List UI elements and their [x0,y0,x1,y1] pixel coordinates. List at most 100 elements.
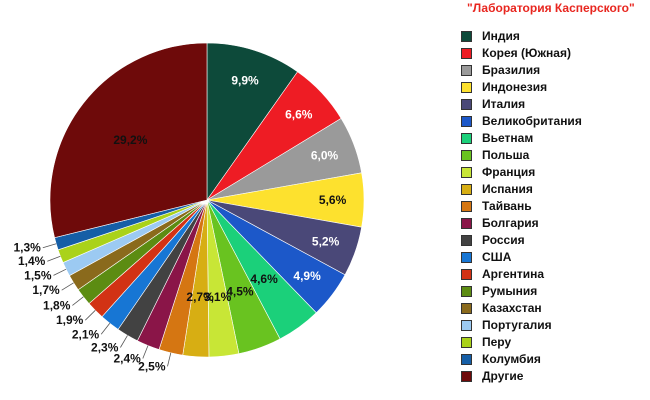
data-label-колумбия: 1,3% [13,241,41,255]
legend-swatch [461,167,472,178]
legend-label: Италия [482,97,526,111]
legend-swatch [461,269,472,280]
legend-swatch [461,354,472,365]
legend-swatch [461,201,472,212]
leader-line-перу [47,255,61,262]
legend-swatch [461,31,472,42]
data-label-франция: 3,1% [204,290,232,304]
legend-label: Россия [482,233,525,247]
legend-item-испания: Испания [458,181,646,198]
data-label-португалия: 1,5% [24,268,52,282]
data-label-тайвань: 2,5% [138,359,166,373]
legend-item-казахстан: Казахстан [458,300,646,317]
data-label-болгария: 2,4% [113,352,141,366]
data-label-великобритания: 4,9% [293,269,321,283]
pie-chart: 9,9% 6,6% 6,0% 5,6% 5,2% 4,9% 4,6%4,5%3,1%2,7%… [13,42,365,373]
legend-item-португалия: Португалия [458,317,646,334]
legend-item-бразилия: Бразилия [458,62,646,79]
legend-item-перу: Перу [458,334,646,351]
legend-label: Индия [482,29,520,43]
legend-swatch [461,320,472,331]
legend-item-болгария: Болгария [458,215,646,232]
legend-label: США [482,250,512,264]
legend-item-индонезия: Индонезия [458,79,646,96]
legend-item-индия: Индия [458,28,646,45]
leader-line-болгария [142,345,149,359]
legend-label: Тайвань [482,199,532,213]
legend-item-вьетнам: Вьетнам [458,130,646,147]
legend-label: Аргентина [482,267,545,281]
legend-swatch [461,150,472,161]
legend-label: Другие [482,369,524,383]
legend-swatch [461,48,472,59]
legend-item-польша: Польша [458,147,646,164]
legend-label: Польша [482,148,530,162]
legend-label: Болгария [482,216,539,230]
data-label-вьетнам: 4,6% [250,272,278,286]
legend-item-колумбия: Колумбия [458,351,646,368]
data-label-казахстан: 1,7% [32,283,60,297]
source-watermark: "Лаборатория Касперского" [467,1,635,15]
legend-label: Великобритания [482,114,582,128]
leader-line-румыния [72,296,84,306]
legend-swatch [461,337,472,348]
legend-item-румыния: Румыния [458,283,646,300]
legend-swatch [461,371,472,382]
label-leader-lines [42,243,172,367]
legend-label: Вьетнам [482,131,534,145]
legend-label: Бразилия [482,63,541,77]
data-label-румыния: 1,8% [43,298,71,312]
legend-swatch [461,116,472,127]
legend-swatch [461,218,472,229]
legend-swatch [461,133,472,144]
legend-label: Франция [482,165,536,179]
legend-label: Португалия [482,318,552,332]
pie-slices [49,42,365,358]
legend-item-корея-южная: Корея (Южная) [458,45,646,62]
legend-swatch [461,286,472,297]
legend-swatch [461,303,472,314]
leader-line-тайвань [167,352,172,367]
data-label-индонезия: 5,6% [319,193,347,207]
legend-label: Казахстан [482,301,542,315]
legend-swatch [461,82,472,93]
leader-line-португалия [53,268,67,276]
data-label-аргентина: 1,9% [56,313,84,327]
legend-item-россия: Россия [458,232,646,249]
legend-item-франция: Франция [458,164,646,181]
data-label-италия: 5,2% [312,234,340,248]
data-label-польша: 4,5% [226,285,254,299]
data-label-испания: 2,7% [186,290,214,304]
legend-swatch [461,252,472,263]
legend-swatch [461,235,472,246]
data-label-сша: 2,1% [72,327,100,341]
leader-line-аргентина [85,310,96,321]
legend-swatch [461,184,472,195]
leader-line-россия [120,335,128,348]
legend-swatch [461,99,472,110]
legend-label: Перу [482,335,512,349]
chart-legend: Индия Корея (Южная) Бразилия Индонезия Итали… [458,28,646,385]
legend-label: Колумбия [482,352,541,366]
data-label-перу: 1,4% [18,254,46,268]
leader-line-казахстан [61,282,74,291]
data-label-индия: 9,9% [231,73,259,87]
data-label-бразилия: 6,0% [311,149,339,163]
pie-slice-индия [206,42,298,201]
legend-item-сша: США [458,249,646,266]
legend-label: Румыния [482,284,538,298]
legend-item-другие: Другие [458,368,646,385]
legend-label: Индонезия [482,80,548,94]
legend-item-аргентина: Аргентина [458,266,646,283]
legend-swatch [461,65,472,76]
legend-label: Корея (Южная) [482,46,571,60]
legend-item-италия: Италия [458,96,646,113]
legend-item-тайвань: Тайвань [458,198,646,215]
legend-label: Испания [482,182,533,196]
leader-line-колумбия [42,243,57,249]
legend-item-великобритания: Великобритания [458,113,646,130]
data-label-корея-южная: 6,6% [285,107,313,121]
pie-slice-другие [49,42,208,239]
pie-data-labels: 9,9% 6,6% 6,0% 5,6% 5,2% 4,9% 4,6%4,5%3,1%2,7%… [13,73,346,373]
data-label-другие: 29,2% [113,133,147,147]
